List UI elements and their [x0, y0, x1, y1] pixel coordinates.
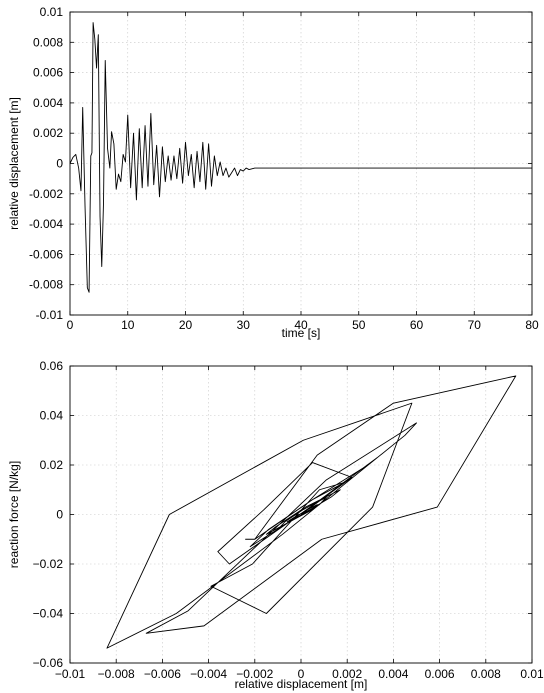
y-tick-label: 0.004 — [33, 96, 63, 110]
x-tick-label: 80 — [525, 318, 539, 332]
hysteresis-x-axis-label: relative displacement [m] — [235, 677, 368, 691]
y-tick-label: -0.008 — [29, 278, 63, 292]
x-tick-label: 30 — [237, 318, 251, 332]
y-tick-label: 0.006 — [33, 66, 63, 80]
x-tick-label: 0.006 — [425, 667, 455, 681]
time-history-x-axis-label: time [s] — [282, 326, 321, 340]
x-tick-label: 10 — [121, 318, 135, 332]
x-tick-label: −0.002 — [236, 667, 273, 681]
y-tick-label: -0.004 — [29, 217, 63, 231]
hysteresis-loop-line — [106, 375, 517, 649]
x-tick-label: 0.01 — [520, 667, 544, 681]
x-tick-label: 60 — [410, 318, 424, 332]
y-tick-label: −0.06 — [33, 656, 64, 670]
x-tick-label: 0 — [298, 667, 305, 681]
x-tick-label: 50 — [352, 318, 366, 332]
time-history-y-axis-label: relative displacement [m] — [7, 97, 21, 230]
x-tick-label: −0.006 — [144, 667, 181, 681]
y-tick-label: 0.01 — [40, 5, 64, 19]
x-tick-label: 0.002 — [332, 667, 362, 681]
x-tick-label: 0.008 — [471, 667, 501, 681]
x-tick-label: 20 — [179, 318, 193, 332]
hysteresis-grid — [70, 366, 532, 663]
time-history-plot: 0 10 20 30 40 50 60 70 80 -0.01 -0.008 -0.006 -0.004… — [7, 5, 539, 340]
y-tick-label: −0.04 — [33, 607, 64, 621]
hysteresis-ticks: −0.01 −0.008 −0.006 −0.004 −0.002 0 0.002 0.004… — [33, 359, 544, 681]
y-tick-label: -0.002 — [29, 187, 63, 201]
y-tick-label: −0.02 — [33, 557, 64, 571]
y-tick-label: 0 — [56, 157, 63, 171]
y-tick-label: 0.02 — [40, 458, 64, 472]
y-tick-label: 0.04 — [40, 409, 64, 423]
x-tick-label: 0.004 — [378, 667, 408, 681]
time-history-ticks: 0 10 20 30 40 50 60 70 80 -0.01 -0.008 -0.006 -0.004… — [29, 5, 539, 332]
y-tick-label: 0.008 — [33, 35, 63, 49]
x-tick-label: 0 — [67, 318, 74, 332]
y-tick-label: -0.01 — [36, 308, 64, 322]
time-history-grid — [70, 12, 532, 315]
y-tick-label: 0 — [56, 508, 63, 522]
relative-displacement-line — [69, 22, 532, 293]
hysteresis-plot: −0.01 −0.008 −0.006 −0.004 −0.002 0 0.002 0.004… — [7, 359, 544, 691]
y-tick-label: -0.006 — [29, 247, 63, 261]
y-tick-label: 0.06 — [40, 359, 64, 373]
x-tick-label: −0.01 — [55, 667, 86, 681]
x-tick-label: 70 — [468, 318, 482, 332]
y-tick-label: 0.002 — [33, 126, 63, 140]
x-tick-label: −0.008 — [98, 667, 135, 681]
x-tick-label: −0.004 — [190, 667, 227, 681]
x-tick-label: 40 — [294, 318, 308, 332]
hysteresis-y-axis-label: reaction force [N/kg] — [7, 461, 21, 568]
